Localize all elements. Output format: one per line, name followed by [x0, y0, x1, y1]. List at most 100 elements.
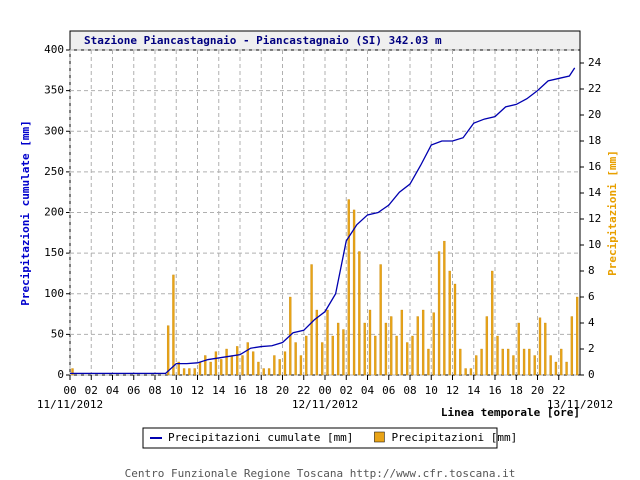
bar: [251, 351, 255, 376]
x-tick-label: 04: [106, 384, 120, 397]
y-tick-label: 350: [44, 84, 64, 97]
x-tick-label: 10: [170, 384, 183, 397]
bar: [565, 361, 568, 376]
bar: [506, 348, 510, 376]
bar: [480, 348, 483, 376]
bar: [421, 309, 425, 376]
x-tick-label: 14: [467, 384, 481, 397]
bar: [501, 348, 504, 376]
y2-tick-label: 4: [588, 316, 595, 329]
bar: [321, 342, 324, 376]
bar: [560, 348, 563, 376]
bar: [352, 209, 356, 376]
bar: [71, 368, 74, 376]
x-tick-label: 14: [212, 384, 226, 397]
bar: [448, 270, 451, 376]
bar: [299, 355, 303, 376]
bar: [432, 312, 435, 376]
bar: [459, 348, 462, 376]
bar: [538, 317, 542, 376]
bar: [241, 355, 244, 376]
bar: [283, 351, 287, 376]
bar: [182, 368, 186, 376]
x-tick-label: 04: [361, 384, 375, 397]
date-label: 13/11/2012: [547, 398, 613, 411]
y-tick-label: 200: [44, 206, 64, 219]
legend-label: Precipitazioni [mm]: [391, 431, 517, 444]
x-axis-label: Linea temporale [ore]: [441, 406, 580, 419]
bar: [512, 355, 515, 376]
x-tick-label: 18: [255, 384, 268, 397]
bar: [209, 361, 212, 376]
y2-tick-label: 0: [588, 368, 595, 381]
bar: [390, 316, 393, 376]
bar: [522, 348, 526, 376]
bar: [363, 322, 366, 376]
y2-tick-label: 10: [588, 238, 601, 251]
y2-tick-label: 2: [588, 342, 595, 355]
x-tick-label: 22: [297, 384, 310, 397]
bar: [400, 309, 404, 376]
y2-tick-label: 18: [588, 134, 601, 147]
bar: [177, 361, 180, 376]
bar: [257, 361, 260, 376]
bar: [278, 359, 281, 376]
bar: [528, 348, 531, 376]
bar: [411, 335, 414, 376]
y2-axis-label: Precipitazioni [mm]: [606, 150, 619, 276]
y-axis-label: Precipitazioni cumulate [mm]: [19, 120, 32, 305]
x-tick-label: 00: [63, 384, 76, 397]
bar: [310, 264, 313, 376]
bar: [305, 335, 308, 376]
x-tick-label: 06: [127, 384, 140, 397]
bar: [491, 270, 494, 376]
bar: [358, 251, 361, 376]
y-tick-label: 50: [51, 327, 64, 340]
bar: [453, 283, 457, 376]
bar: [225, 348, 228, 376]
y2-tick-label: 16: [588, 160, 601, 173]
y2-tick-label: 12: [588, 212, 601, 225]
bar: [384, 322, 388, 376]
bar: [554, 361, 558, 376]
x-tick-label: 20: [276, 384, 289, 397]
bar: [368, 309, 372, 376]
bar: [347, 199, 350, 376]
cumulative-line: [70, 67, 576, 375]
y-tick-label: 0: [57, 368, 64, 381]
bar: [416, 316, 419, 376]
bar: [273, 355, 276, 376]
x-tick-label: 08: [148, 384, 161, 397]
bar: [469, 368, 473, 376]
bar: [214, 351, 218, 376]
date-label: 11/11/2012: [37, 398, 103, 411]
y2-tick-label: 24: [588, 56, 602, 69]
y-tick-label: 250: [44, 165, 64, 178]
bar: [326, 309, 329, 376]
y2-tick-label: 8: [588, 264, 595, 277]
legend-label: Precipitazioni cumulate [mm]: [168, 431, 353, 444]
bar: [576, 296, 579, 376]
bar: [517, 322, 520, 376]
y-tick-label: 400: [44, 43, 64, 56]
bar: [188, 368, 191, 376]
x-tick-label: 12: [446, 384, 459, 397]
x-tick-label: 16: [233, 384, 246, 397]
bar: [246, 342, 249, 376]
y2-tick-label: 6: [588, 290, 595, 303]
bar: [427, 348, 430, 376]
bar: [443, 240, 446, 376]
y2-tick-label: 14: [588, 186, 602, 199]
bar: [220, 359, 223, 376]
x-tick-label: 00: [318, 384, 331, 397]
x-tick-label: 16: [488, 384, 501, 397]
bar: [485, 316, 489, 376]
date-label: 12/11/2012: [292, 398, 358, 411]
y2-tick-label: 22: [588, 82, 601, 95]
y2-tick-label: 20: [588, 108, 601, 121]
bar: [267, 368, 271, 376]
bar: [204, 355, 207, 376]
y-tick-label: 150: [44, 246, 64, 259]
x-tick-label: 20: [531, 384, 544, 397]
